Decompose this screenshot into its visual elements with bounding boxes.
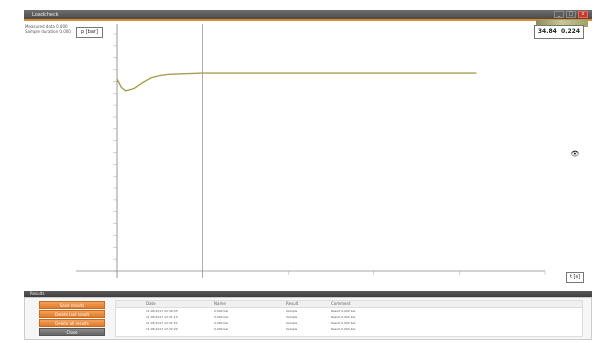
table-cell: 11.08.2017 12:31:52 [146, 321, 178, 325]
results-panel: Save results Delete last result Delete a… [24, 297, 592, 340]
table-cell: Sample [286, 321, 298, 325]
table-cell: Result 0.000 bar [331, 321, 356, 325]
save-results-button[interactable]: Save results [39, 301, 105, 309]
info-line-1: Measured data 0.000 [25, 24, 68, 29]
table-cell: 0.000 bar [214, 321, 229, 325]
results-title: Results [30, 291, 45, 296]
unit-label[interactable]: p [bar] [76, 27, 103, 38]
table-cell: 11.08.2017 12:30:45 [146, 309, 178, 313]
col-comment: Comment [331, 301, 351, 306]
vertical-markers [116, 24, 204, 278]
table-row[interactable]: 11.08.2017 12:31:52 0.000 bar Sample Result… [116, 321, 582, 326]
window-controls: _ □ x [554, 11, 588, 18]
table-cell: Result 0.000 bar [331, 327, 356, 331]
table-cell: 0.000 bar [214, 315, 229, 319]
readout-y: 0.224 [561, 28, 580, 35]
delete-last-result-button[interactable]: Delete last result [39, 310, 105, 318]
table-cell: 11.08.2017 12:32:20 [146, 327, 178, 331]
info-block: Measured data 0.000 Sample duration 0.00… [25, 24, 71, 34]
table-row[interactable]: 11.08.2017 12:30:45 0.000 bar Sample Result… [116, 309, 582, 314]
minimize-button[interactable]: _ [554, 11, 564, 18]
window-title: Loadcheck [32, 12, 59, 18]
table-row[interactable]: 11.08.2017 12:31:10 0.000 bar Sample Result… [116, 315, 582, 320]
table-cell: Result 0.000 bar [331, 315, 356, 319]
col-result: Result [286, 301, 299, 306]
table-cell: Sample [286, 309, 298, 313]
close-panel-button[interactable]: Close [39, 328, 105, 336]
x-axis-ticks [116, 271, 546, 275]
cursor-readout: 34.84 0.224 [533, 25, 584, 39]
readout-x: 34.84 [537, 28, 557, 35]
x-axis-button[interactable]: t [s] [565, 272, 584, 283]
maximize-button[interactable]: □ [566, 11, 576, 18]
series-line [116, 72, 477, 92]
delete-all-results-button[interactable]: Delete all results [39, 319, 105, 327]
eye-icon[interactable]: 👁 [570, 150, 580, 158]
table-header: Date Name Result Comment [116, 301, 582, 308]
results-table: Date Name Result Comment 11.08.2017 12:3… [115, 300, 583, 337]
results-panel-header: Results [24, 291, 592, 297]
title-bar: Loadcheck _ □ x [24, 10, 592, 21]
table-cell: 11.08.2017 12:31:10 [146, 315, 178, 319]
table-cell: Sample [286, 315, 298, 319]
table-cell: 0.000 bar [214, 327, 229, 331]
table-cell: Sample [286, 327, 298, 331]
table-cell: Result 0.000 bar [331, 309, 356, 313]
col-name: Name [214, 301, 226, 306]
info-line-2: Sample duration 0.000 [25, 29, 71, 34]
close-button[interactable]: x [578, 11, 588, 18]
col-date: Date [146, 301, 156, 306]
table-cell: 0.000 bar [214, 309, 229, 313]
table-row[interactable]: 11.08.2017 12:32:20 0.000 bar Sample Result… [116, 327, 582, 332]
y-axis-ticks [113, 33, 117, 272]
legend-swatch [536, 20, 588, 27]
